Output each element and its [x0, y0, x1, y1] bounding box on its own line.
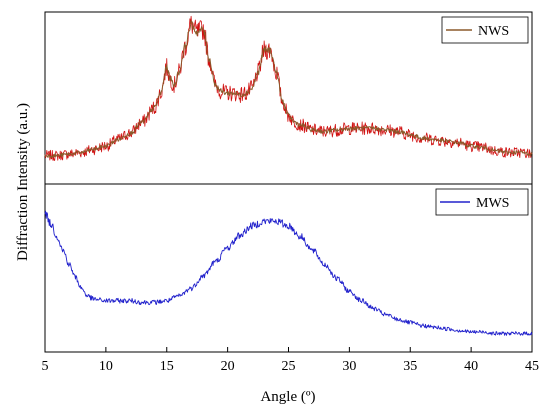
mws-series-line [44, 210, 533, 336]
x-axis-title: Angle (º) [260, 389, 315, 405]
nws-legend-label: NWS [478, 24, 509, 39]
x-axis-ticks: 5 10 15 20 25 30 35 40 45 [42, 347, 539, 374]
x-tick-label: 25 [282, 359, 296, 374]
x-tick-label: 35 [403, 359, 417, 374]
x-tick-label: 15 [160, 359, 174, 374]
mws-legend: MWS [435, 188, 529, 216]
bottom-series-layer [44, 210, 533, 336]
nws-series-line [44, 20, 533, 158]
nws-legend: NWS [441, 16, 529, 44]
x-tick-label: 40 [464, 359, 478, 374]
x-tick-label: 5 [42, 359, 49, 374]
x-tick-label: 20 [221, 359, 235, 374]
y-axis-title: Diffraction Intensity (a.u.) [15, 103, 31, 261]
mws-legend-label: MWS [476, 196, 509, 211]
top-series-layer [44, 15, 533, 162]
x-tick-label: 30 [342, 359, 356, 374]
x-tick-label: 45 [525, 359, 539, 374]
x-tick-label: 10 [99, 359, 113, 374]
